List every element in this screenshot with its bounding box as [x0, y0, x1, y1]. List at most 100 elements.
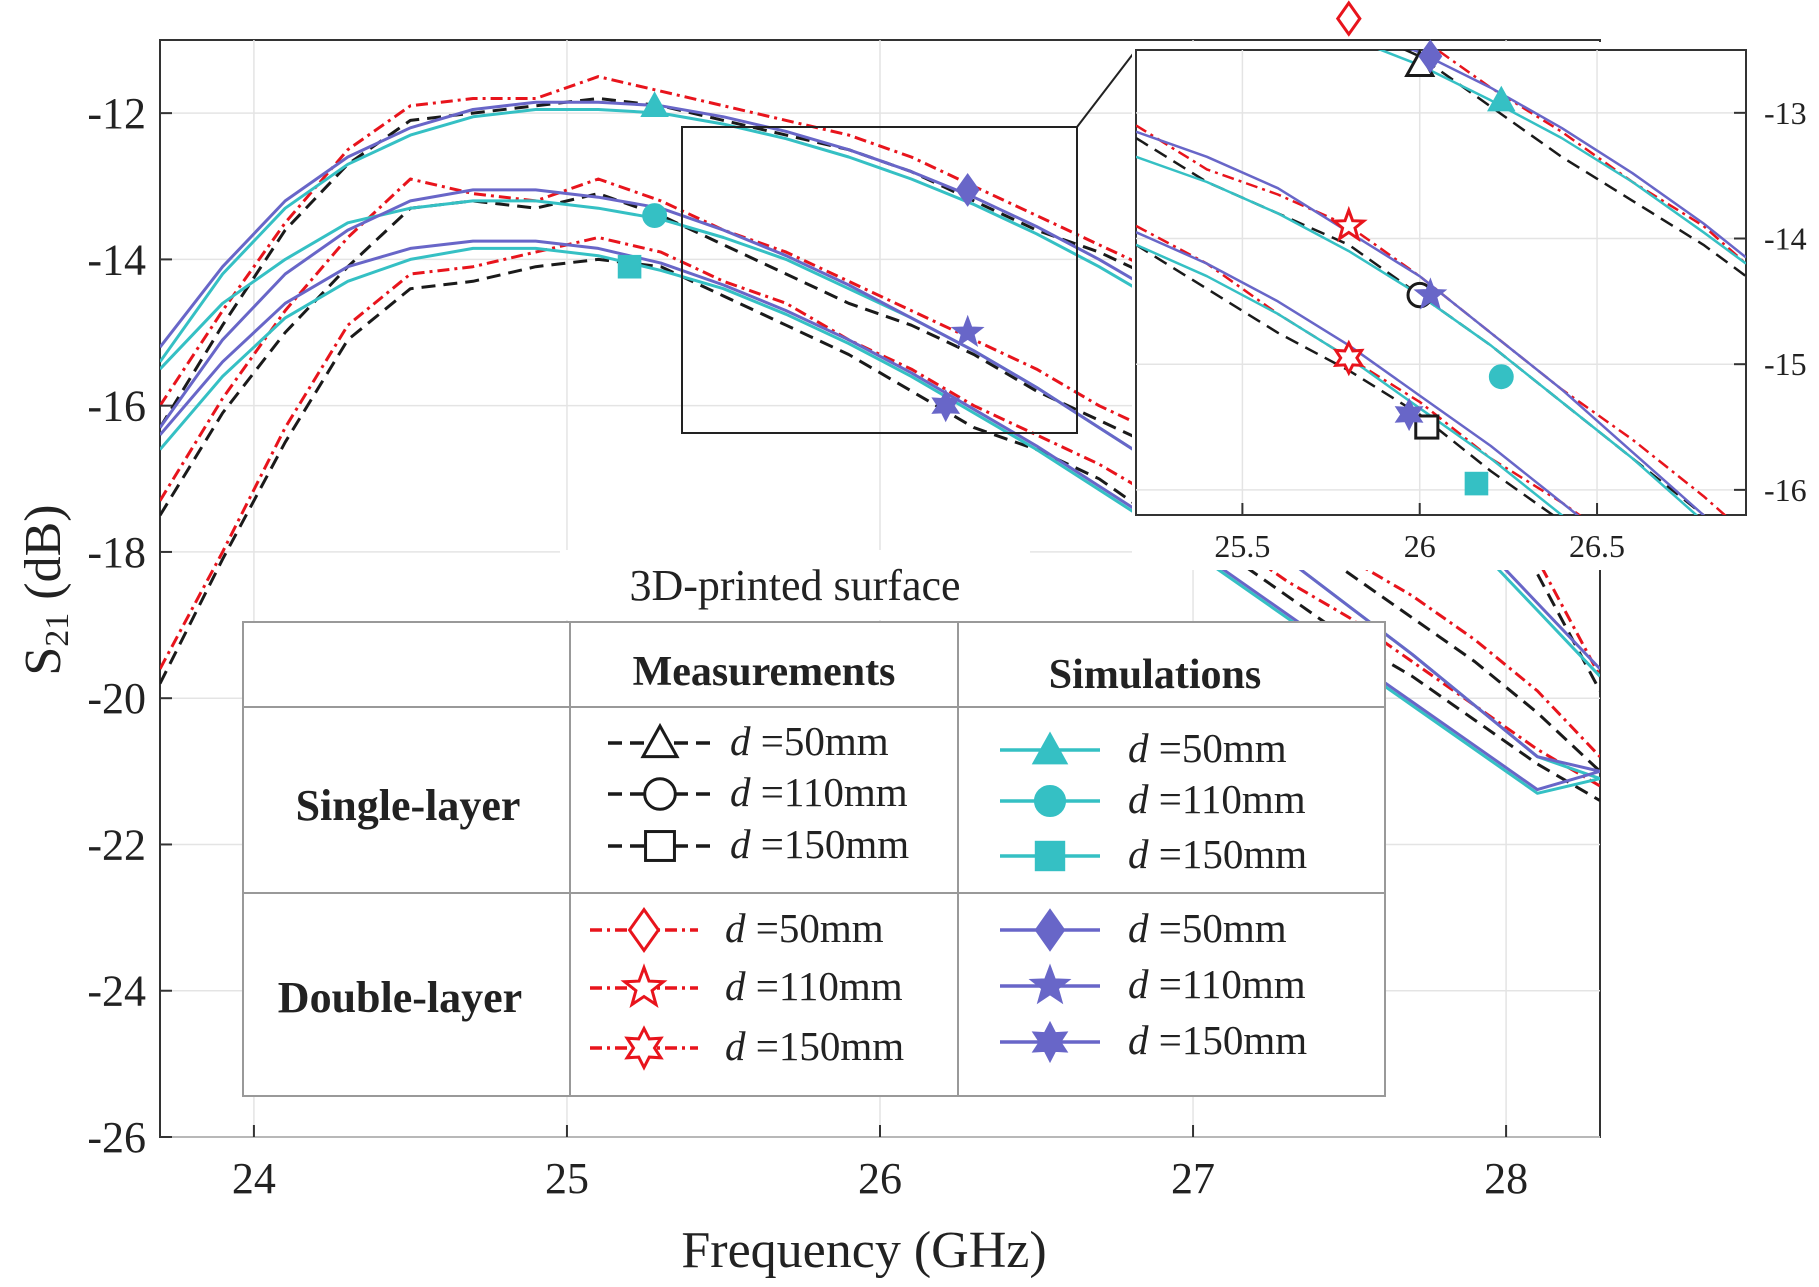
main-y-tick-label: -16 [87, 382, 146, 431]
legend-d-value: =50mm [1149, 725, 1287, 771]
legend-entry-double-layer-measurement-2: d =110mm [590, 963, 903, 1009]
legend-marker-square [1034, 840, 1066, 872]
legend-d-value: =50mm [751, 718, 889, 764]
legend-d-value: =110mm [746, 963, 903, 1009]
inset-x-ticks: 25.5 26 26.5 [1214, 503, 1625, 564]
inset-line-double-layer-measurement-d-50mm [1435, 50, 1746, 265]
inset-marker-double-layer-simulation-d-150mm [1394, 397, 1424, 432]
legend-caption-background [560, 550, 1030, 620]
y-axis-label-subscript: 21 [39, 613, 76, 647]
y-axis-label-unit: (dB) [15, 504, 72, 612]
legend-row-double-layer: Double-layer [278, 973, 522, 1022]
legend-marker-star6 [1031, 1020, 1069, 1064]
main-marker-double-layer-simulation-d-150mm [931, 389, 961, 423]
inset-marker-double-layer-measurement-d-110mm [1329, 205, 1368, 243]
inset-line-double-layer-simulation-d-50mm [1409, 50, 1746, 259]
main-series-markers [617, 91, 985, 423]
legend-row-single-layer: Single-layer [296, 781, 521, 830]
legend-entry-single-layer-measurement-3: d =150mm [608, 821, 909, 867]
inset-marker-single-layer-simulation-d-50mm [1487, 85, 1516, 112]
legend-header-simulations: Simulations [1049, 652, 1261, 698]
legend-entry-label: d =50mm [725, 905, 884, 951]
main-x-tick-label: 27 [1171, 1154, 1215, 1203]
main-line-double-layer-measurement-d-150mm [160, 236, 1600, 788]
legend-d-value: =50mm [746, 905, 884, 951]
legend-d-symbol: d [730, 769, 751, 815]
inset-marker-single-layer-simulation-d-150mm [1464, 471, 1489, 496]
legend-marker-star5 [1028, 963, 1072, 1005]
legend-entry-double-layer-simulation-2: d =110mm [1000, 961, 1306, 1007]
legend-d-value: =110mm [751, 769, 908, 815]
legend-entry-double-layer-simulation-3: d =150mm [1000, 1017, 1307, 1064]
y-axis-label: S21 (dB) [15, 504, 76, 675]
legend-marker-diamond-open [627, 907, 661, 953]
legend-marker-circle [1033, 784, 1067, 818]
main-marker-single-layer-simulation-d-50mm [640, 91, 669, 117]
main-y-tick-label: -24 [87, 967, 146, 1016]
inset-marker-double-layer-simulation-d-50mm [1418, 39, 1443, 74]
legend-d-value: =150mm [746, 1023, 905, 1069]
main-x-tick-label: 26 [858, 1154, 902, 1203]
legend-d-symbol: d [725, 905, 746, 951]
inset-marker-double-layer-measurement-d-50mm [1335, 0, 1362, 37]
legend-d-value: =110mm [1149, 961, 1306, 1007]
legend-header-measurements: Measurements [633, 649, 896, 695]
inset-x-tick-label: 26 [1404, 528, 1436, 564]
main-y-tick-label: -20 [87, 674, 146, 723]
inset-y-tick-label: -15 [1764, 346, 1807, 382]
legend-d-symbol: d [725, 1023, 746, 1069]
main-y-tick-label: -18 [87, 528, 146, 577]
inset-plot: 25.5 26 26.5 -13 -14 -15 -16 [1132, 0, 1807, 570]
main-y-tick-label: -12 [87, 89, 146, 138]
inset-marker-double-layer-measurement-d-150mm [1332, 339, 1365, 377]
main-y-tick-label: -22 [87, 820, 146, 869]
legend-d-value: =110mm [1149, 776, 1306, 822]
inset-line-single-layer-simulation-d-110mm [1136, 155, 1699, 515]
legend-d-symbol: d [1128, 961, 1149, 1007]
inset-line-single-layer-measurement-d-50mm [1402, 50, 1746, 278]
inset-line-double-layer-simulation-d-150mm [1136, 231, 1580, 515]
inset-y-ticks: -13 -14 -15 -16 [1734, 95, 1807, 508]
zoom-region-box [681, 126, 1078, 434]
legend-entry-single-layer-measurement-2: d =110mm [608, 769, 908, 815]
legend-entry-label: d =50mm [1128, 905, 1287, 951]
legend-entry-double-layer-measurement-3: d =150mm [590, 1023, 905, 1071]
legend-entry-label: d =50mm [1128, 725, 1287, 771]
inset-line-single-layer-simulation-d-50mm [1377, 50, 1746, 265]
main-marker-double-layer-simulation-d-50mm [955, 173, 980, 207]
inset-frame [1135, 49, 1747, 516]
inset-y-tick-label: -14 [1764, 221, 1807, 257]
legend-entry-label: d =110mm [730, 769, 908, 815]
main-marker-single-layer-simulation-d-150mm [617, 254, 642, 279]
y-axis-label-symbol: S [15, 647, 72, 676]
main-marker-double-layer-simulation-d-110mm [950, 314, 985, 347]
main-y-tick-label: -14 [87, 235, 146, 284]
legend-marker-triangle-open [640, 722, 680, 759]
main-y-ticks: -12 -14 -16 -18 -20 -22 -24 -26 [87, 89, 172, 1162]
legend-entry-label: d =110mm [725, 963, 903, 1009]
legend-entry-double-layer-measurement-1: d =50mm [590, 905, 884, 953]
legend-d-symbol: d [730, 718, 751, 764]
legend-marker-star6-open [624, 1025, 664, 1071]
zoom-connector-line [1076, 49, 1137, 128]
legend-caption: 3D-printed surface [629, 561, 960, 610]
legend-entry-single-layer-simulation-1: d =50mm [1000, 725, 1287, 771]
main-x-tick-label: 28 [1484, 1154, 1528, 1203]
legend-marker-circle-open [643, 777, 677, 811]
main-line-double-layer-simulation-d-110mm [160, 188, 1600, 773]
main-y-tick-label: -26 [87, 1113, 146, 1162]
legend-d-symbol: d [1128, 776, 1149, 822]
main-line-double-layer-measurement-d-50mm [160, 75, 1600, 678]
legend-d-symbol: d [1128, 1017, 1149, 1063]
legend-d-value: =150mm [1149, 831, 1308, 877]
legend-d-value: =150mm [751, 821, 910, 867]
legend-entry-label: d =110mm [1128, 961, 1306, 1007]
legend-marker-triangle [1031, 731, 1069, 765]
legend-entry-double-layer-simulation-1: d =50mm [1000, 905, 1287, 952]
legend-d-symbol: d [1128, 725, 1149, 771]
legend-box [242, 621, 1386, 1097]
inset-series-markers [1329, 0, 1516, 496]
legend: 3D-printed surface Measurements Simulati… [242, 550, 1386, 1097]
legend-entry-label: d =110mm [1128, 776, 1306, 822]
